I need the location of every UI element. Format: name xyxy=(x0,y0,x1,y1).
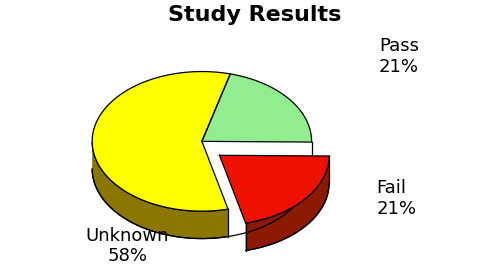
Text: Fail
21%: Fail 21% xyxy=(376,179,417,218)
Text: Unknown
58%: Unknown 58% xyxy=(85,227,169,265)
Text: Study Results: Study Results xyxy=(168,5,341,25)
Polygon shape xyxy=(202,74,311,142)
Polygon shape xyxy=(92,143,228,239)
Polygon shape xyxy=(246,156,329,251)
Polygon shape xyxy=(219,155,329,223)
Polygon shape xyxy=(92,72,230,211)
Text: Pass
21%: Pass 21% xyxy=(379,37,419,76)
